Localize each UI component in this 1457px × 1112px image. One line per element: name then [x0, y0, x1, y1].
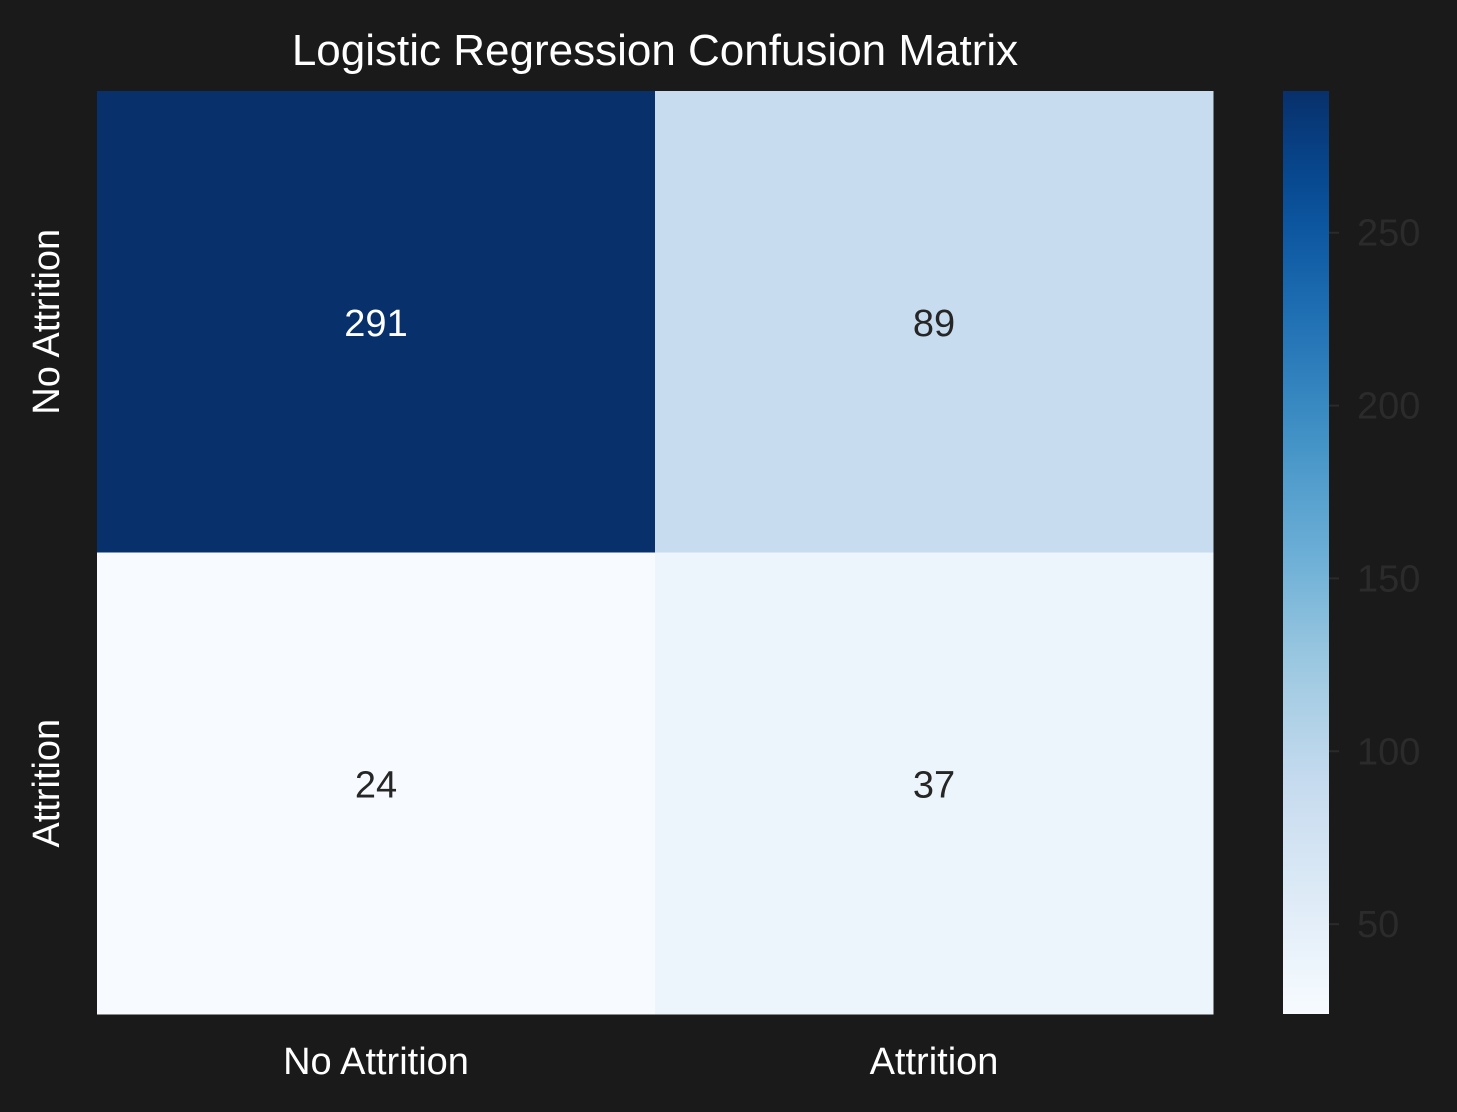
cell-value-label: 291	[344, 303, 407, 345]
y-tick-labels: No Attrition Attrition	[26, 229, 68, 848]
colorbar-tick-label: 250	[1357, 213, 1420, 255]
x-tick-label: No Attrition	[283, 1041, 469, 1083]
colorbar: 50 100 150 200 250	[1283, 91, 1420, 1014]
colorbar-tick-label: 50	[1357, 904, 1399, 946]
cell-value-label: 24	[355, 764, 397, 806]
x-tick-labels: No Attrition Attrition	[283, 1041, 998, 1083]
colorbar-gradient	[1283, 91, 1329, 1014]
heatmap-cell	[97, 91, 656, 553]
y-tick-label: No Attrition	[26, 229, 68, 415]
heatmap-cells	[97, 91, 1214, 1015]
cell-value-label: 89	[913, 303, 955, 345]
cell-annotations: 291 89 24 37	[344, 303, 955, 807]
cell-value-label: 37	[913, 764, 955, 806]
chart-title: Logistic Regression Confusion Matrix	[292, 26, 1018, 75]
heatmap-cell	[97, 552, 656, 1015]
x-tick-label: Attrition	[870, 1041, 999, 1083]
heatmap-cell	[655, 552, 1214, 1015]
heatmap-cell	[655, 91, 1214, 553]
y-tick-label: Attrition	[26, 719, 68, 848]
colorbar-tick-label: 150	[1357, 558, 1420, 600]
colorbar-tick-label: 200	[1357, 386, 1420, 428]
colorbar-tick-label: 100	[1357, 731, 1420, 773]
